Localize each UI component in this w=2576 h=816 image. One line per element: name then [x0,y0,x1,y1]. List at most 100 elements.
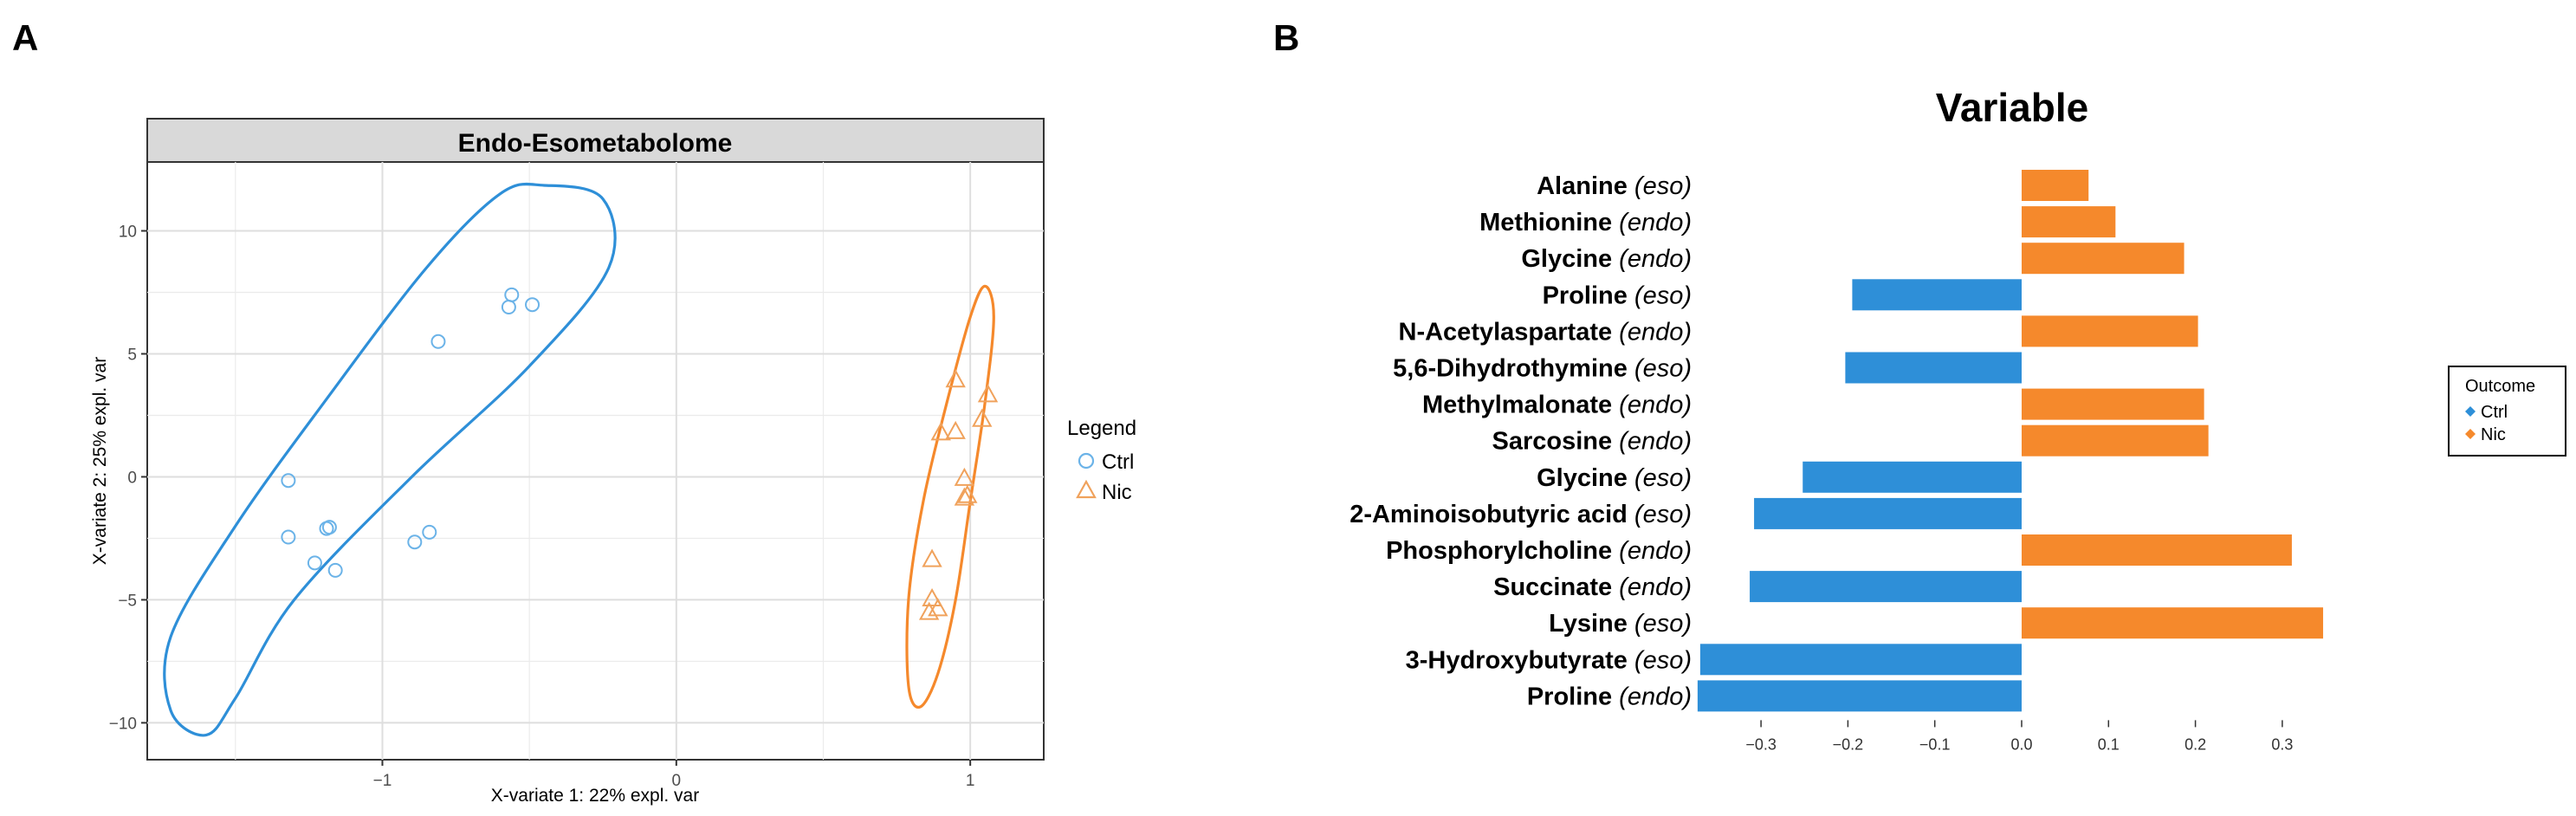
point-nic [922,548,942,567]
legend-nic-diamond-marker [2465,429,2476,439]
point-nic [957,484,978,503]
bar-chart-bars [1697,170,2324,712]
x-tick-label: 1 [966,772,975,790]
scatter-points [281,287,999,620]
scatter-title: Endo-Esometabolome [458,129,733,158]
x-tick-label: −1 [373,772,392,790]
panel-label-b: B [1273,17,1299,58]
legend-ctrl-diamond-marker [2465,406,2476,417]
point-ctrl [430,334,446,349]
bar-x-tick-label: 0.3 [2271,735,2293,753]
point-ctrl [281,529,296,545]
point-ctrl [501,300,516,315]
y-tick-label: 10 [119,223,137,242]
bar-ctrl [1845,352,2022,384]
ellipse-nic [905,284,995,709]
bar-nic [2022,243,2184,275]
category-label: Proline (endo) [1527,683,1692,710]
scatter-x-axis-label: X-variate 1: 22% expl. var [491,786,699,806]
bar-chart-legend-ctrl-label: Ctrl [2481,403,2508,422]
scatter-plot-panel [146,161,1045,761]
category-label: 3-Hydroxybutyrate (eso) [1406,646,1692,674]
point-nic [977,384,999,403]
bar-x-tick-label: −0.2 [1833,735,1864,753]
point-ctrl [422,524,437,540]
bar-x-tick-label: 0.1 [2098,735,2120,753]
scatter-title-strip [146,118,1045,163]
category-label: 2-Aminoisobutyric acid (eso) [1349,501,1692,528]
category-label: Alanine (eso) [1537,172,1692,200]
bar-x-tick-label: −0.1 [1919,735,1951,753]
x-tick-label: 0 [672,772,682,790]
bar-nic [2022,315,2198,347]
point-ctrl [525,297,540,313]
category-label: Proline (eso) [1543,282,1692,309]
y-tick-label: 0 [127,469,137,487]
bar-nic [2022,607,2324,639]
point-nic [945,369,966,388]
bar-x-tick-label: −0.3 [1745,735,1777,753]
bar-nic [2022,388,2204,420]
bar-nic [2022,424,2209,457]
bar-chart-title: Variable [1936,85,2088,130]
scatter-legend-title: Legend [1067,417,1136,440]
legend-nic-triangle-marker [1076,479,1097,499]
legend-ctrl-circle-marker [1078,452,1095,470]
category-label: 5,6-Dihydrothymine (eso) [1393,355,1692,383]
point-nic [918,601,940,620]
point-nic [930,422,951,441]
category-label: Lysine (eso) [1549,610,1692,638]
bar-x-tick-label: 0.2 [2184,735,2206,753]
point-nic [954,467,975,486]
bar-chart-x-ticks: −0.3 −0.2 −0.1 0.0 0.1 0.2 0.3 [1745,720,2293,753]
point-nic [954,487,975,506]
bar-ctrl [1754,497,2022,529]
bar-ctrl [1852,279,2022,311]
y-tick-label: −10 [109,715,137,733]
point-ctrl [407,534,423,550]
point-ctrl [307,555,322,571]
scatter-y-ticks: −10 −5 0 5 10 [109,223,147,733]
panel-b-bar-chart: Variable Alanine (eso) Methionine (endo) G… [1349,85,2566,753]
bar-chart-legend-title: Outcome [2465,377,2535,396]
scatter-legend-ctrl-label: Ctrl [1102,450,1134,474]
point-nic [928,598,948,617]
bar-ctrl [1697,680,2022,712]
bar-chart-category-labels: Alanine (eso) Methionine (endo) Glycine (e… [1349,172,1692,710]
y-tick-label: 5 [127,346,137,364]
category-label: Sarcosine (endo) [1492,428,1692,456]
point-nic [972,408,993,427]
category-label: Glycine (eso) [1537,464,1692,492]
scatter-y-axis-label: X-variate 2: 25% expl. var [90,357,110,565]
bar-x-tick-label: 0.0 [2010,735,2032,753]
bar-nic [2022,534,2292,566]
bar-nic [2022,206,2116,238]
category-label: Succinate (endo) [1493,573,1692,601]
bar-ctrl [1699,644,2022,676]
scatter-ellipses [163,182,995,737]
category-label: Methionine (endo) [1479,209,1692,236]
category-label: N-Acetylaspartate (endo) [1399,318,1692,346]
point-nic [922,587,942,607]
point-ctrl [327,562,343,578]
panel-label-a: A [12,17,38,58]
category-label: Glycine (endo) [1521,245,1692,273]
y-tick-label: −5 [118,592,137,610]
point-ctrl [281,473,296,489]
point-nic [945,420,966,439]
scatter-gridlines [147,162,1044,760]
bar-chart-legend: Outcome Ctrl Nic [2448,366,2566,457]
category-label: Phosphorylcholine (endo) [1386,537,1692,565]
bar-nic [2022,170,2089,201]
ellipse-ctrl [163,182,617,737]
bar-ctrl [1750,571,2022,603]
category-label: Methylmalonate (endo) [1422,392,1692,419]
scatter-x-ticks: −1 0 1 [373,760,975,790]
bar-chart-legend-nic-label: Nic [2481,425,2506,444]
bar-ctrl [1803,461,2022,493]
point-ctrl [321,520,337,535]
scatter-legend: Legend Ctrl Nic [1067,417,1136,504]
scatter-legend-nic-label: Nic [1102,481,1132,504]
